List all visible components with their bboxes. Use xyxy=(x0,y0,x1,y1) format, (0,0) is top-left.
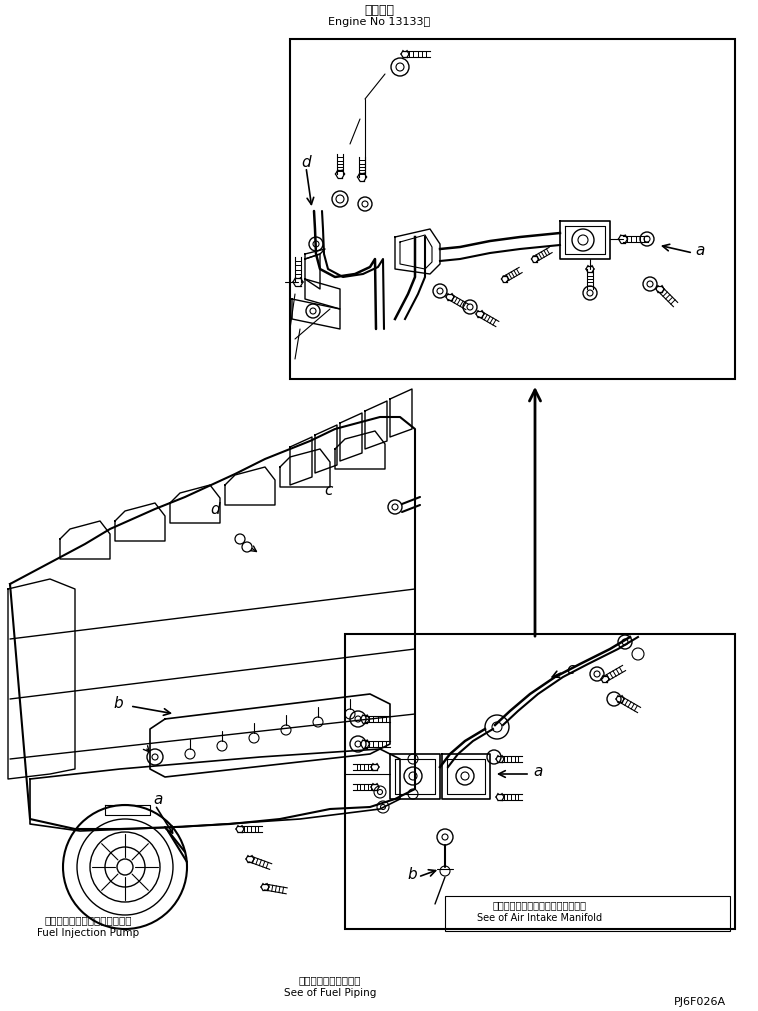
Text: Fuel Injection Pump: Fuel Injection Pump xyxy=(37,927,139,937)
Bar xyxy=(290,40,735,379)
Bar xyxy=(345,634,735,929)
Text: See of Fuel Piping: See of Fuel Piping xyxy=(283,987,376,997)
Text: d: d xyxy=(210,502,220,517)
Text: フェルインジェクションポンプ: フェルインジェクションポンプ xyxy=(44,914,132,924)
Text: c: c xyxy=(324,482,332,497)
Text: a: a xyxy=(695,243,705,257)
Text: b: b xyxy=(113,695,123,710)
Text: See of Air Intake Manifold: See of Air Intake Manifold xyxy=(478,912,603,922)
Text: エアーインテークマニホールド参照: エアーインテークマニホールド参照 xyxy=(493,899,587,909)
Text: フェルバイピング参照: フェルバイピング参照 xyxy=(299,974,362,984)
Text: b: b xyxy=(407,866,417,882)
Text: d: d xyxy=(301,155,311,169)
Text: a: a xyxy=(153,792,163,807)
Text: a: a xyxy=(534,763,543,778)
Text: c: c xyxy=(565,662,575,676)
Bar xyxy=(445,896,730,931)
Text: Engine No 13133～: Engine No 13133～ xyxy=(328,17,430,27)
Text: PJ6F026A: PJ6F026A xyxy=(674,996,726,1006)
Text: 通用号機: 通用号機 xyxy=(364,3,394,16)
